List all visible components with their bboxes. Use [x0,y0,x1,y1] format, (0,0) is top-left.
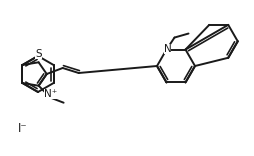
Text: N⁺: N⁺ [43,89,57,99]
Text: N: N [163,44,171,54]
Text: I⁻: I⁻ [18,122,27,134]
Text: S: S [35,49,42,59]
